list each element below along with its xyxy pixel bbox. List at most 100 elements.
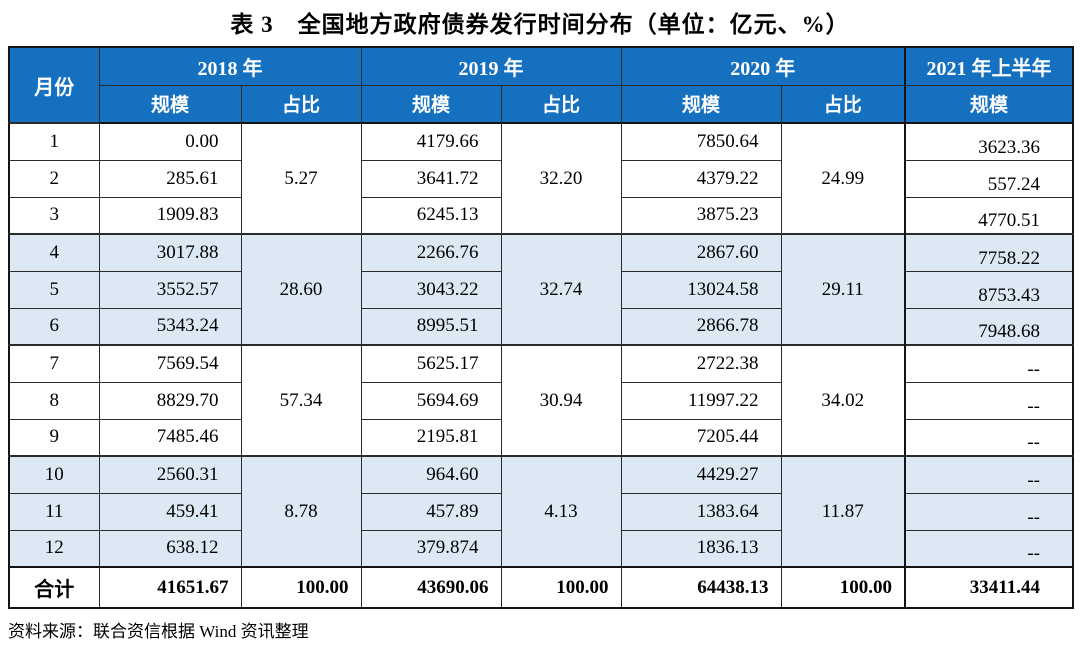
month-cell: 12	[8, 529, 100, 568]
header-scale-2018: 规模	[98, 84, 242, 124]
share-2018-cell: 28.60	[240, 233, 362, 346]
share-2020-cell: 11.87	[780, 455, 906, 568]
scale-2021-cell: --	[904, 381, 1074, 420]
scale-2021-cell: 7758.22	[904, 233, 1074, 272]
scale-2018-cell: 7569.54	[98, 344, 242, 383]
table-row: 2 285.61 3641.72 4379.22 557.24	[8, 159, 1074, 198]
scale-2019-cell: 457.89	[360, 492, 502, 531]
scale-2018-cell: 5343.24	[98, 307, 242, 346]
scale-2020-cell: 11997.22	[620, 381, 782, 420]
scale-2020-cell: 4429.27	[620, 455, 782, 494]
scale-2018-cell: 7485.46	[98, 418, 242, 457]
scale-2019-cell: 3641.72	[360, 159, 502, 198]
scale-2021-cell: --	[904, 529, 1074, 568]
scale-2020-cell: 2867.60	[620, 233, 782, 272]
table-row: 10 2560.31 8.78 964.60 4.13 4429.27 11.8…	[8, 455, 1074, 568]
scale-2019-cell: 964.60	[360, 455, 502, 494]
header-share-2020: 占比	[780, 84, 906, 124]
table-row: 7 7569.54 57.34 5625.17 30.94 2722.38 34…	[8, 344, 1074, 457]
scale-2019-cell: 2195.81	[360, 418, 502, 457]
table-row: 9 7485.46 2195.81 7205.44 --	[8, 418, 1074, 457]
scale-2020-cell: 4379.22	[620, 159, 782, 198]
scale-2021-cell: 8753.43	[904, 270, 1074, 309]
scale-2021-cell: 4770.51	[904, 196, 1074, 235]
share-2020-cell: 29.11	[780, 233, 906, 346]
scale-2019-cell: 2266.76	[360, 233, 502, 272]
month-cell: 6	[8, 307, 100, 346]
scale-2019-cell: 5694.69	[360, 381, 502, 420]
total-label: 合计	[8, 566, 100, 609]
table-row: 8 8829.70 5694.69 11997.22 --	[8, 381, 1074, 420]
share-2019-cell: 4.13	[500, 455, 622, 568]
scale-2018-cell: 1909.83	[98, 196, 242, 235]
table-row: 3 1909.83 6245.13 3875.23 4770.51	[8, 196, 1074, 235]
scale-2018-cell: 3017.88	[98, 233, 242, 272]
table-row: 5 3552.57 3043.22 13024.58 8753.43	[8, 270, 1074, 309]
share-2020-cell: 24.99	[780, 122, 906, 235]
scale-2020-cell: 3875.23	[620, 196, 782, 235]
month-cell: 9	[8, 418, 100, 457]
month-cell: 2	[8, 159, 100, 198]
total-scale-2019: 43690.06	[360, 566, 502, 609]
scale-2020-cell: 7850.64	[620, 122, 782, 161]
month-cell: 7	[8, 344, 100, 383]
scale-2018-cell: 3552.57	[98, 270, 242, 309]
header-scale-2020: 规模	[620, 84, 782, 124]
scale-2021-cell: 3623.36	[904, 122, 1074, 161]
scale-2018-cell: 8829.70	[98, 381, 242, 420]
scale-2019-cell: 379.874	[360, 529, 502, 568]
month-cell: 8	[8, 381, 100, 420]
scale-2021-cell: --	[904, 344, 1074, 383]
table-body: 1 0.00 5.27 4179.66 32.20 7850.64 24.99 …	[8, 122, 1074, 609]
bond-issuance-table: 月份 2018 年 2019 年 2020 年 2021 年上半年 规模 占比 …	[8, 46, 1074, 609]
scale-2018-cell: 2560.31	[98, 455, 242, 494]
share-2018-cell: 5.27	[240, 122, 362, 235]
scale-2018-cell: 0.00	[98, 122, 242, 161]
share-2019-cell: 30.94	[500, 344, 622, 457]
scale-2019-cell: 4179.66	[360, 122, 502, 161]
total-scale-2020: 64438.13	[620, 566, 782, 609]
data-source-note: 资料来源：联合资信根据 Wind 资讯整理	[8, 622, 309, 641]
scale-2021-cell: --	[904, 492, 1074, 531]
scale-2018-cell: 459.41	[98, 492, 242, 531]
table-header: 月份 2018 年 2019 年 2020 年 2021 年上半年 规模 占比 …	[8, 46, 1074, 124]
scale-2021-cell: 7948.68	[904, 307, 1074, 346]
scale-2019-cell: 3043.22	[360, 270, 502, 309]
month-cell: 10	[8, 455, 100, 494]
scale-2019-cell: 5625.17	[360, 344, 502, 383]
scale-2020-cell: 1836.13	[620, 529, 782, 568]
share-2019-cell: 32.74	[500, 233, 622, 346]
share-2020-cell: 34.02	[780, 344, 906, 457]
header-share-2019: 占比	[500, 84, 622, 124]
header-year-2018: 2018 年	[98, 46, 362, 86]
header-share-2018: 占比	[240, 84, 362, 124]
header-year-2021h1: 2021 年上半年	[904, 46, 1074, 86]
table-title: 表 3 全国地方政府债券发行时间分布（单位：亿元、%）	[230, 12, 850, 37]
scale-2019-cell: 6245.13	[360, 196, 502, 235]
total-scale-2018: 41651.67	[98, 566, 242, 609]
total-share-2019: 100.00	[500, 566, 622, 609]
scale-2021-cell: 557.24	[904, 159, 1074, 198]
total-share-2018: 100.00	[240, 566, 362, 609]
header-year-2020: 2020 年	[620, 46, 906, 86]
scale-2020-cell: 13024.58	[620, 270, 782, 309]
header-scale-2021h1: 规模	[904, 84, 1074, 124]
header-month: 月份	[8, 46, 100, 124]
scale-2019-cell: 8995.51	[360, 307, 502, 346]
month-cell: 3	[8, 196, 100, 235]
table-row: 4 3017.88 28.60 2266.76 32.74 2867.60 29…	[8, 233, 1074, 346]
share-2018-cell: 57.34	[240, 344, 362, 457]
scale-2020-cell: 2866.78	[620, 307, 782, 346]
share-2018-cell: 8.78	[240, 455, 362, 568]
header-year-row: 月份 2018 年 2019 年 2020 年 2021 年上半年	[8, 46, 1074, 124]
month-cell: 4	[8, 233, 100, 272]
table-row: 1 0.00 5.27 4179.66 32.20 7850.64 24.99 …	[8, 122, 1074, 235]
total-share-2020: 100.00	[780, 566, 906, 609]
scale-2018-cell: 638.12	[98, 529, 242, 568]
month-cell: 1	[8, 122, 100, 161]
header-scale-2019: 规模	[360, 84, 502, 124]
scale-2020-cell: 7205.44	[620, 418, 782, 457]
scale-2020-cell: 2722.38	[620, 344, 782, 383]
total-row: 合计 41651.67 100.00 43690.06 100.00 64438…	[8, 566, 1074, 609]
